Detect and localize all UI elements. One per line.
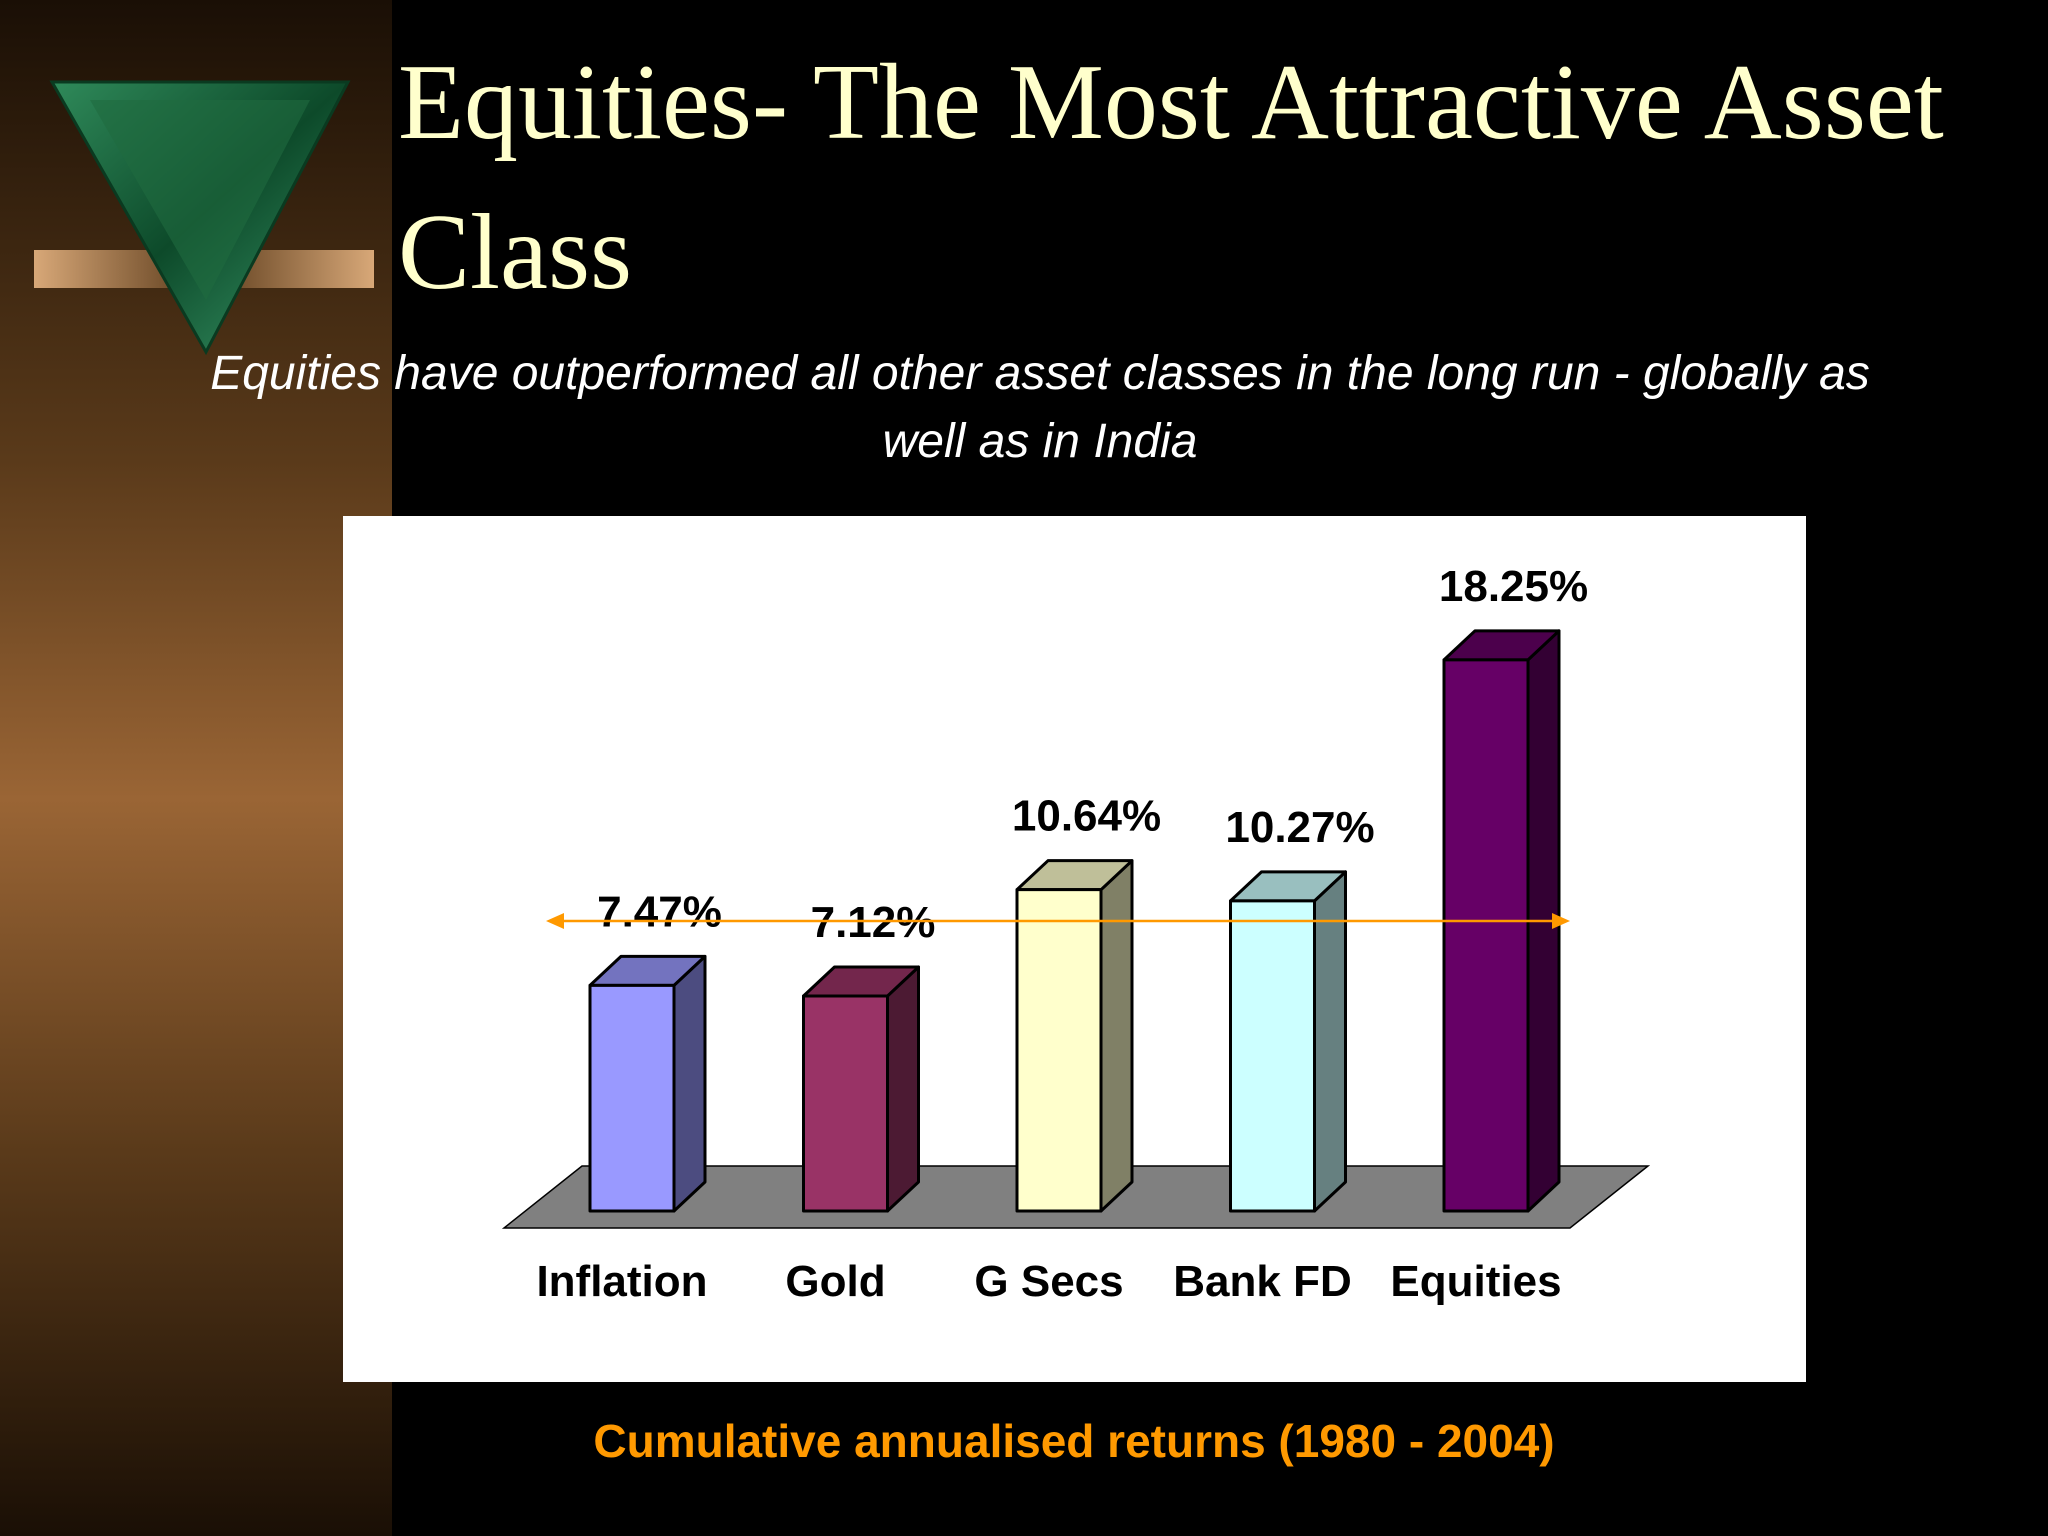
slide-subtitle: Equities have outperformed all other ass…	[210, 347, 1870, 468]
arrow-head	[546, 913, 564, 929]
value-label: 18.25%	[1439, 562, 1588, 611]
slide-title: Equities- The Most Attractive Asset Clas…	[398, 43, 1944, 312]
bar	[802, 994, 889, 1213]
bar	[588, 983, 676, 1213]
bar-side	[672, 954, 707, 1213]
value-label: 10.64%	[1012, 792, 1161, 841]
logo	[34, 80, 374, 356]
x-tick-label: Inflation	[536, 1257, 707, 1306]
value-label: 7.47%	[597, 887, 722, 936]
bar-side	[1313, 870, 1347, 1213]
x-tick-label: Gold	[785, 1257, 885, 1306]
arrow-head	[1552, 913, 1570, 929]
bar	[1229, 899, 1316, 1213]
logo-facet	[90, 100, 310, 300]
value-label: 10.27%	[1225, 803, 1374, 852]
bar	[1015, 888, 1103, 1213]
value-label: 7.12%	[811, 898, 936, 947]
bar	[1442, 658, 1530, 1213]
x-tick-label: Bank FD	[1173, 1257, 1351, 1306]
bar-side	[886, 965, 920, 1213]
x-tick-label: Equities	[1390, 1257, 1561, 1306]
x-tick-label: G Secs	[974, 1257, 1123, 1306]
chart-note: Cumulative annualised returns (1980 - 20…	[593, 1415, 1555, 1467]
bar-side	[1099, 859, 1134, 1213]
